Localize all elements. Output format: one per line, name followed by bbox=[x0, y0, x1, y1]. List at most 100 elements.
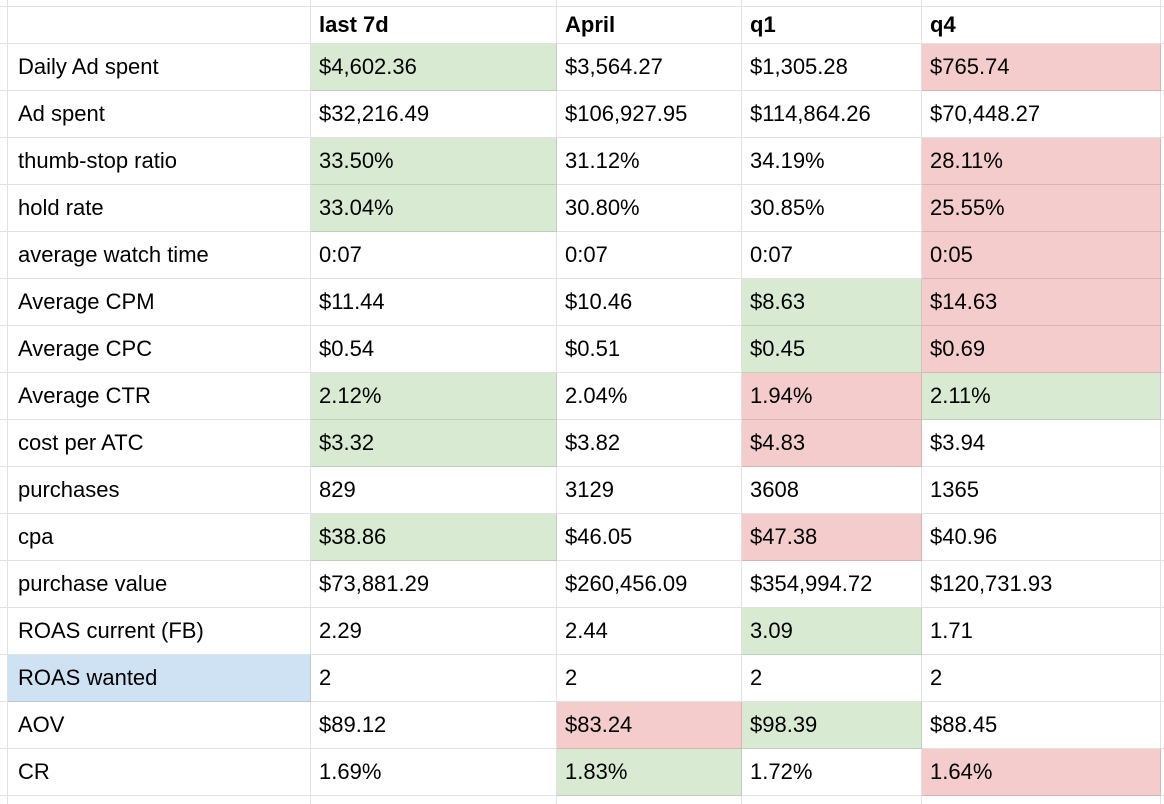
value-cell[interactable]: 28.11% bbox=[922, 138, 1161, 185]
value-cell[interactable]: $46.05 bbox=[557, 514, 742, 561]
value-cell[interactable]: $765.74 bbox=[922, 44, 1161, 91]
value-cell[interactable]: 25.55% bbox=[922, 185, 1161, 232]
column-header-last7d[interactable]: last 7d bbox=[311, 7, 557, 44]
value-cell[interactable]: 3.09 bbox=[742, 608, 922, 655]
value-cell[interactable]: 3129 bbox=[557, 467, 742, 514]
value-cell[interactable]: 34.19% bbox=[742, 138, 922, 185]
value-cell[interactable]: 1.64% bbox=[922, 749, 1161, 796]
value-cell[interactable]: $0.69 bbox=[922, 326, 1161, 373]
value-cell[interactable]: 829 bbox=[311, 467, 557, 514]
value-cell[interactable]: 2.12% bbox=[311, 373, 557, 420]
value-cell[interactable]: 3608 bbox=[742, 467, 922, 514]
value-cell[interactable]: 1.69% bbox=[311, 749, 557, 796]
value-cell[interactable]: $40.96 bbox=[922, 514, 1161, 561]
value-cell[interactable]: 1.94% bbox=[742, 373, 922, 420]
partial-cell bbox=[742, 0, 922, 7]
row-label-cell[interactable]: thumb-stop ratio bbox=[8, 138, 311, 185]
partial-cell bbox=[1161, 702, 1164, 749]
value-cell[interactable]: 1.72% bbox=[742, 749, 922, 796]
value-cell[interactable]: $0.54 bbox=[311, 326, 557, 373]
column-header-q4[interactable]: q4 bbox=[922, 7, 1161, 44]
value-cell[interactable]: $354,994.72 bbox=[742, 561, 922, 608]
value-cell[interactable]: $88.45 bbox=[922, 702, 1161, 749]
value-cell[interactable]: 0:07 bbox=[311, 232, 557, 279]
value-cell[interactable]: 33.04% bbox=[311, 185, 557, 232]
corner-header-cell[interactable] bbox=[8, 7, 311, 44]
value-cell[interactable]: $32,216.49 bbox=[311, 91, 557, 138]
partial-cell bbox=[1161, 0, 1164, 7]
value-cell[interactable]: 30.85% bbox=[742, 185, 922, 232]
value-cell[interactable]: 0:05 bbox=[922, 232, 1161, 279]
row-label-cell[interactable]: Average CTR bbox=[8, 373, 311, 420]
value-cell[interactable]: $4,602.36 bbox=[311, 44, 557, 91]
value-cell[interactable]: 2 bbox=[922, 655, 1161, 702]
value-cell[interactable]: $83.24 bbox=[557, 702, 742, 749]
partial-cell bbox=[1161, 467, 1164, 514]
value-cell[interactable]: $38.86 bbox=[311, 514, 557, 561]
value-cell[interactable]: $106,927.95 bbox=[557, 91, 742, 138]
value-cell[interactable]: $14.63 bbox=[922, 279, 1161, 326]
table-row: ROAS current (FB) 2.29 2.44 3.09 1.71 bbox=[0, 608, 1164, 655]
row-label-cell[interactable]: purchases bbox=[8, 467, 311, 514]
row-label-cell[interactable]: cpa bbox=[8, 514, 311, 561]
value-cell[interactable]: $3.32 bbox=[311, 420, 557, 467]
partial-cell bbox=[0, 514, 8, 561]
value-cell[interactable]: $120,731.93 bbox=[922, 561, 1161, 608]
table-row: Average CPC $0.54 $0.51 $0.45 $0.69 bbox=[0, 326, 1164, 373]
value-cell[interactable]: 2.11% bbox=[922, 373, 1161, 420]
value-cell[interactable]: 2 bbox=[742, 655, 922, 702]
row-label-cell[interactable]: ROAS wanted bbox=[8, 655, 311, 702]
row-label-cell[interactable]: Ad spent bbox=[8, 91, 311, 138]
row-label-cell[interactable]: average watch time bbox=[8, 232, 311, 279]
partial-cell bbox=[0, 420, 8, 467]
value-cell[interactable]: 1365 bbox=[922, 467, 1161, 514]
partial-cell bbox=[0, 749, 8, 796]
row-label-cell[interactable]: ROAS current (FB) bbox=[8, 608, 311, 655]
value-cell[interactable]: 1.83% bbox=[557, 749, 742, 796]
row-label-cell[interactable]: Average CPM bbox=[8, 279, 311, 326]
column-header-q1[interactable]: q1 bbox=[742, 7, 922, 44]
value-cell[interactable]: 2.44 bbox=[557, 608, 742, 655]
value-cell[interactable]: $98.39 bbox=[742, 702, 922, 749]
value-cell[interactable]: 0:07 bbox=[557, 232, 742, 279]
value-cell[interactable]: 31.12% bbox=[557, 138, 742, 185]
table-row: Ad spent $32,216.49 $106,927.95 $114,864.26… bbox=[0, 91, 1164, 138]
column-header-april[interactable]: April bbox=[557, 7, 742, 44]
value-cell[interactable]: $11.44 bbox=[311, 279, 557, 326]
value-cell[interactable]: 2.29 bbox=[311, 608, 557, 655]
partial-cell bbox=[0, 326, 8, 373]
value-cell[interactable]: $0.45 bbox=[742, 326, 922, 373]
value-cell[interactable]: $0.51 bbox=[557, 326, 742, 373]
row-label-cell[interactable]: Daily Ad spent bbox=[8, 44, 311, 91]
value-cell[interactable]: $3.82 bbox=[557, 420, 742, 467]
row-label-cell[interactable]: hold rate bbox=[8, 185, 311, 232]
value-cell[interactable]: $73,881.29 bbox=[311, 561, 557, 608]
value-cell[interactable]: 30.80% bbox=[557, 185, 742, 232]
value-cell[interactable]: $47.38 bbox=[742, 514, 922, 561]
value-cell[interactable]: $1,305.28 bbox=[742, 44, 922, 91]
value-cell[interactable]: $70,448.27 bbox=[922, 91, 1161, 138]
value-cell[interactable]: $89.12 bbox=[311, 702, 557, 749]
value-cell[interactable]: $260,456.09 bbox=[557, 561, 742, 608]
value-cell[interactable]: 1.71 bbox=[922, 608, 1161, 655]
row-label-cell[interactable]: Average CPC bbox=[8, 326, 311, 373]
value-cell[interactable]: $3,564.27 bbox=[557, 44, 742, 91]
table-row: purchases 829 3129 3608 1365 bbox=[0, 467, 1164, 514]
value-cell[interactable]: 2.04% bbox=[557, 373, 742, 420]
partial-cell bbox=[1161, 232, 1164, 279]
value-cell[interactable]: $8.63 bbox=[742, 279, 922, 326]
value-cell[interactable]: 0:07 bbox=[742, 232, 922, 279]
value-cell[interactable]: $4.83 bbox=[742, 420, 922, 467]
row-label-cell[interactable]: cost per ATC bbox=[8, 420, 311, 467]
row-label-cell[interactable]: AOV bbox=[8, 702, 311, 749]
value-cell[interactable]: $3.94 bbox=[922, 420, 1161, 467]
row-label-cell[interactable]: CR bbox=[8, 749, 311, 796]
value-cell[interactable]: 2 bbox=[557, 655, 742, 702]
value-cell[interactable]: $114,864.26 bbox=[742, 91, 922, 138]
value-cell[interactable]: 2 bbox=[311, 655, 557, 702]
value-cell[interactable]: $10.46 bbox=[557, 279, 742, 326]
table-row: hold rate 33.04% 30.80% 30.85% 25.55% bbox=[0, 185, 1164, 232]
row-label-cell[interactable]: purchase value bbox=[8, 561, 311, 608]
value-cell[interactable]: 33.50% bbox=[311, 138, 557, 185]
